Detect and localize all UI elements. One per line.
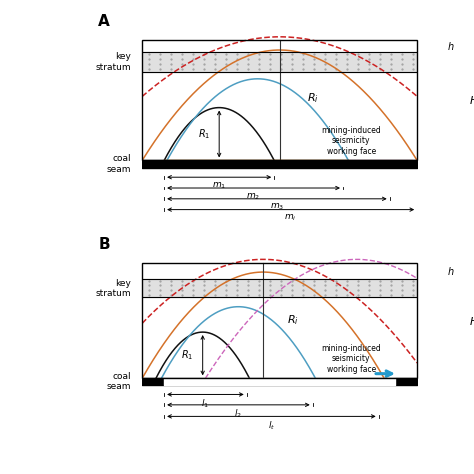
Text: $R_1$: $R_1$ bbox=[198, 127, 210, 141]
Text: key
stratum: key stratum bbox=[96, 279, 131, 298]
Text: $h$: $h$ bbox=[447, 265, 455, 277]
Text: $H$: $H$ bbox=[469, 315, 474, 327]
Text: $l_2$: $l_2$ bbox=[235, 408, 242, 420]
Bar bbox=[142, 40, 417, 160]
Text: mining-induced
seismicity
working face: mining-induced seismicity working face bbox=[321, 126, 381, 155]
Text: $m_1$: $m_1$ bbox=[212, 180, 226, 191]
Text: $R_i$: $R_i$ bbox=[307, 91, 319, 105]
Text: B: B bbox=[98, 237, 110, 252]
Text: A: A bbox=[98, 14, 110, 29]
Text: $m_3$: $m_3$ bbox=[270, 202, 284, 212]
Text: $l_1$: $l_1$ bbox=[201, 397, 210, 410]
Text: mining-induced
seismicity
working face: mining-induced seismicity working face bbox=[321, 344, 381, 374]
Bar bbox=[142, 263, 417, 378]
Text: $R_1$: $R_1$ bbox=[182, 348, 194, 362]
Text: $m_2$: $m_2$ bbox=[246, 191, 261, 201]
Text: coal
seam: coal seam bbox=[107, 372, 131, 392]
Text: $H$: $H$ bbox=[469, 94, 474, 106]
Text: $m_i$: $m_i$ bbox=[284, 213, 297, 223]
Text: coal
seam: coal seam bbox=[107, 155, 131, 173]
Text: $h$: $h$ bbox=[447, 40, 455, 53]
Text: $R_i$: $R_i$ bbox=[288, 314, 299, 328]
Text: $l_t$: $l_t$ bbox=[268, 419, 275, 432]
Text: key
stratum: key stratum bbox=[96, 52, 131, 72]
